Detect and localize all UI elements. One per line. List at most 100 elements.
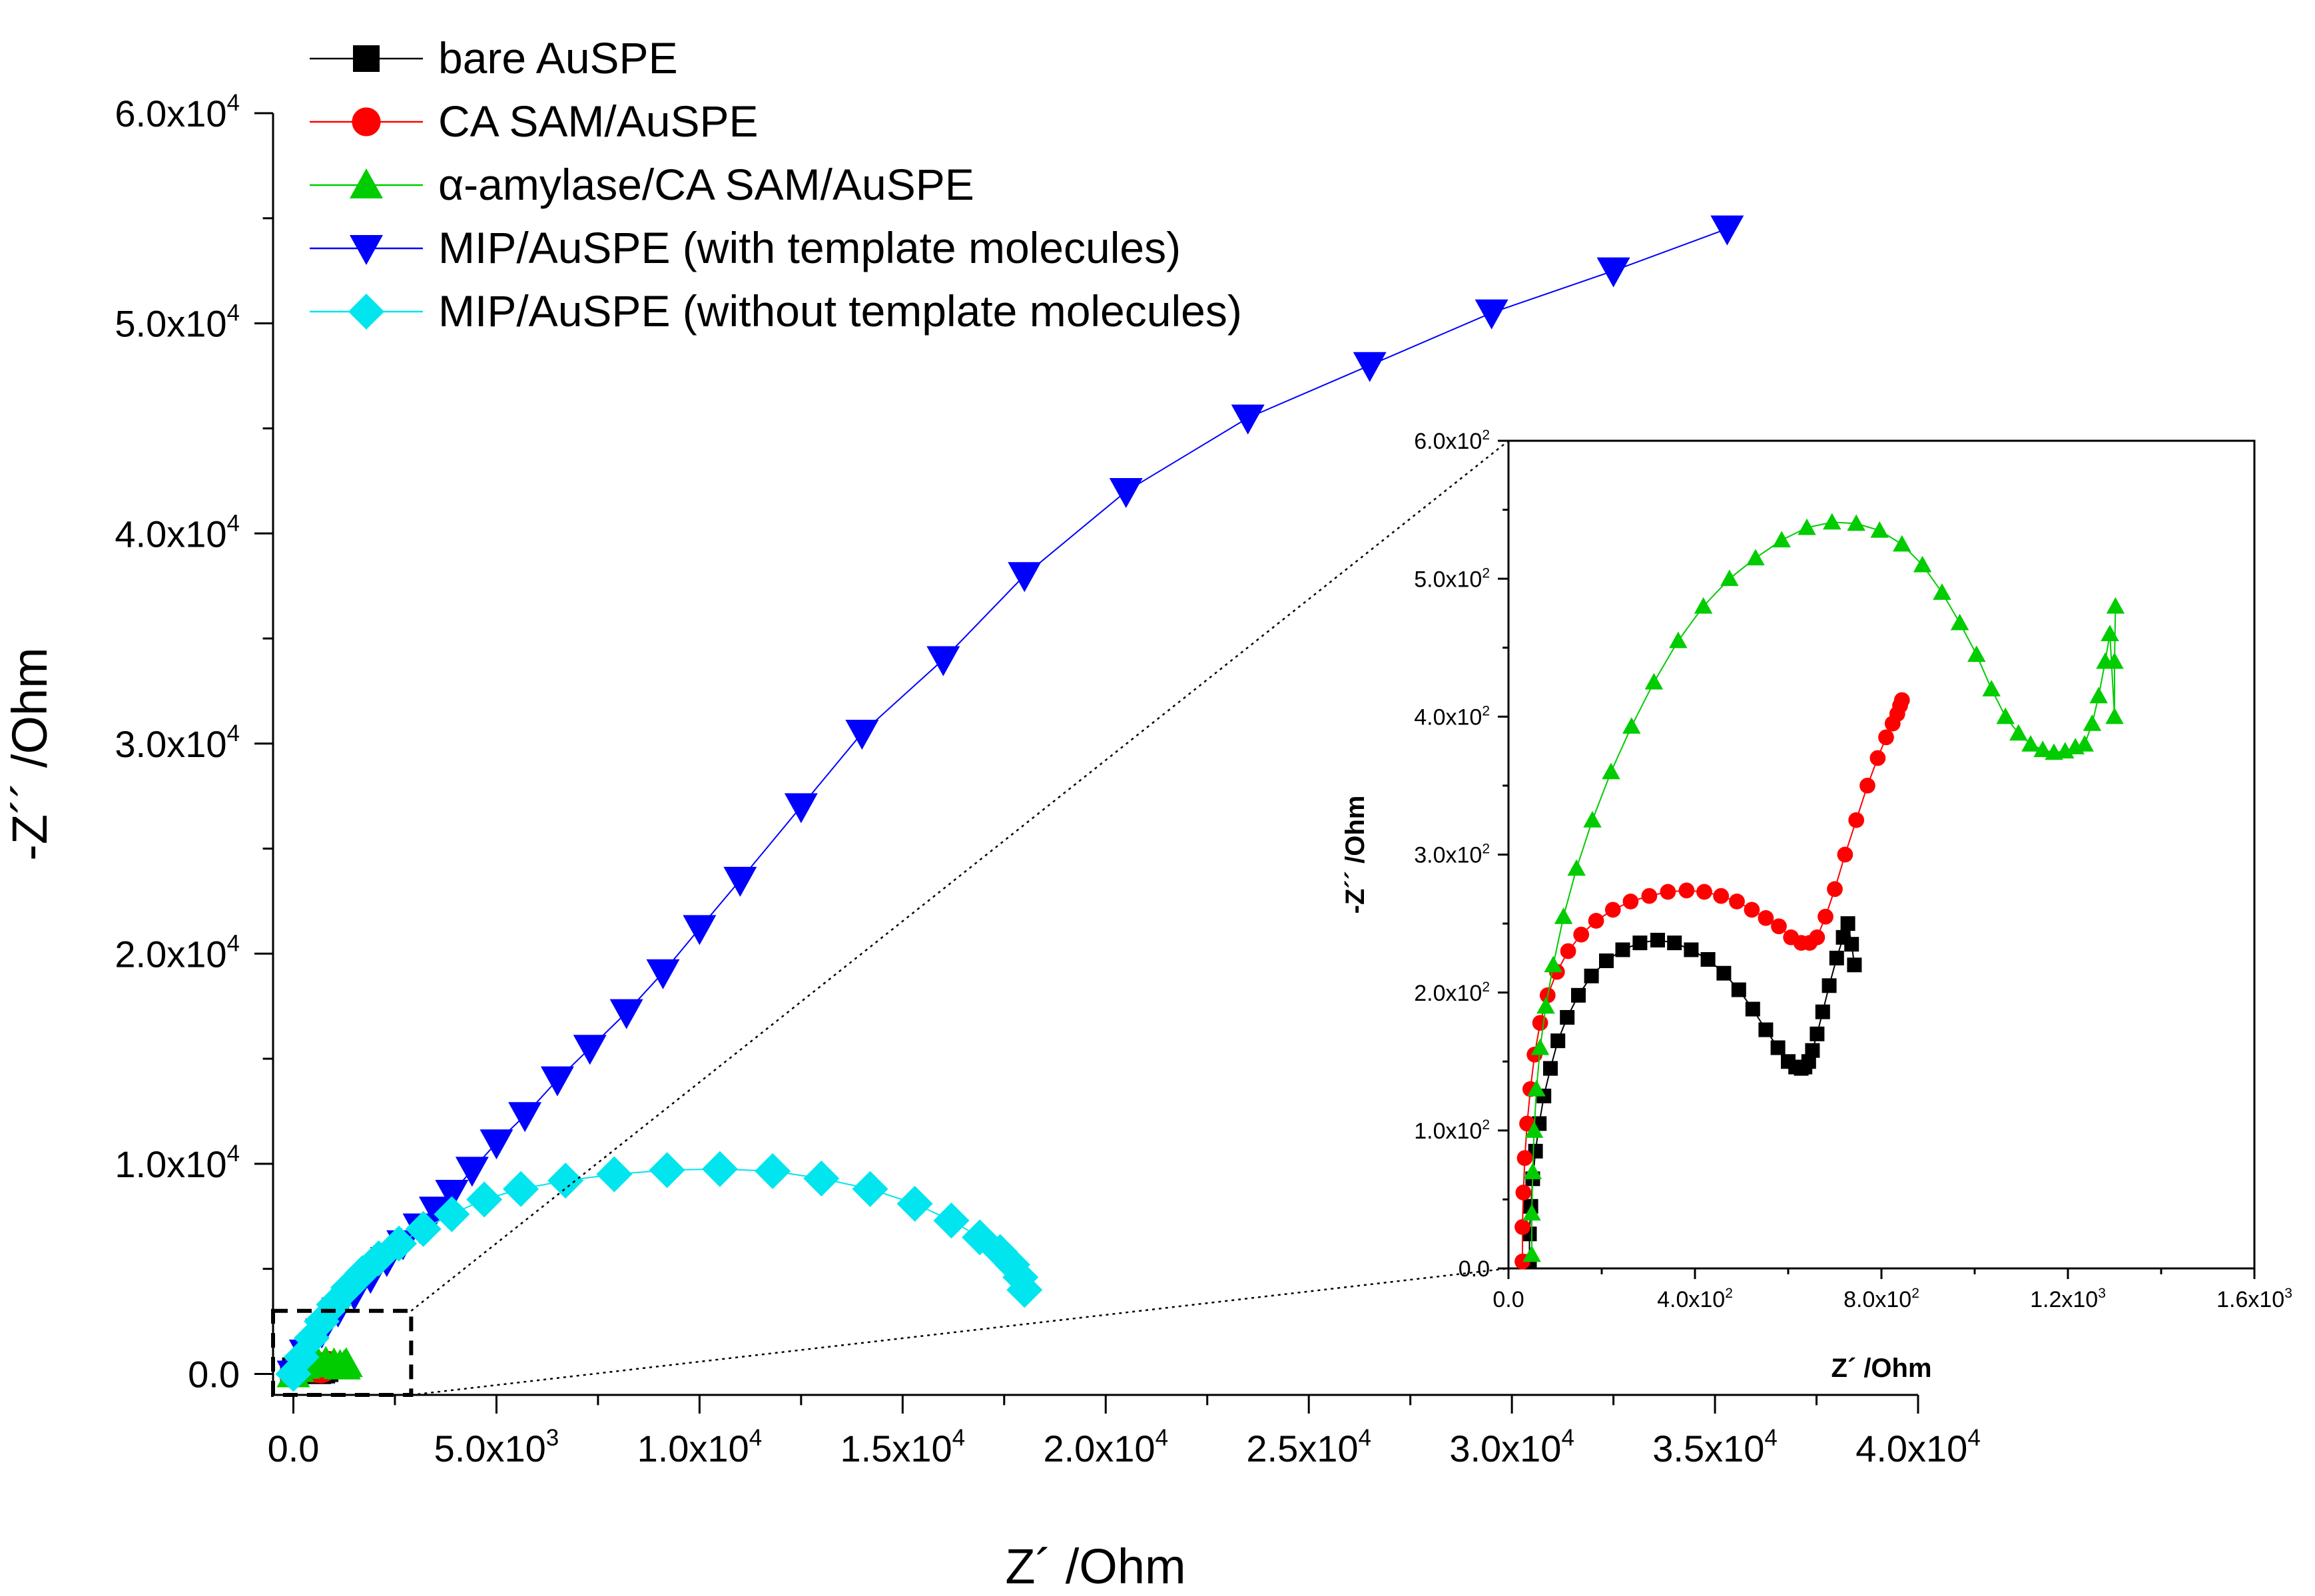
- data-point: [508, 1102, 542, 1133]
- data-point: [503, 1171, 539, 1207]
- legend-item-mip-auspe-without-template-molecules: MIP/AuSPE (without template molecules): [310, 286, 1242, 336]
- data-point: [316, 1286, 352, 1323]
- data-point: [1847, 957, 1862, 973]
- data-point: [1933, 583, 1951, 600]
- data-point: [896, 1185, 933, 1222]
- data-point: [926, 646, 960, 676]
- data-point: [1810, 1026, 1825, 1041]
- data-point: [2009, 724, 2028, 741]
- data-point: [1731, 982, 1746, 997]
- data-point: [1829, 950, 1844, 965]
- data-point: [1660, 884, 1676, 900]
- data-point: [1818, 908, 1833, 925]
- data-point: [1602, 762, 1620, 780]
- x-tick-label: 2.0x104: [1043, 1425, 1168, 1469]
- data-point: [1996, 707, 2015, 724]
- data-point: [540, 1066, 574, 1097]
- data-point: [1588, 913, 1604, 929]
- legend-item-mip-auspe-with-template-molecules: MIP/AuSPE (with template molecules): [310, 223, 1181, 272]
- data-point: [784, 793, 818, 824]
- data-point: [1583, 810, 1602, 828]
- x-tick-label: 3.0x104: [1449, 1425, 1574, 1469]
- data-point: [2106, 597, 2125, 614]
- data-point: [1744, 902, 1760, 918]
- data-point: [1770, 1040, 1786, 1055]
- x-tick-label: 3.5x104: [1652, 1425, 1778, 1469]
- data-point: [1554, 907, 1573, 924]
- data-point: [2083, 714, 2102, 731]
- series-amylase-ca-sam-auspe: [1522, 513, 2125, 1262]
- main-chart: 0.0 5.0x103 1.0x104 1.5x104 2.0x104 2.5x104 3.…: [2, 90, 1981, 1594]
- data-point: [1632, 935, 1648, 951]
- y-tick-label: 6.0x104: [115, 90, 240, 134]
- y-axis-title: -Z´´ /Ohm: [2, 647, 57, 861]
- data-point: [1571, 987, 1586, 1003]
- legend-item-bare-auspe: bare AuSPE: [310, 33, 678, 83]
- data-point: [755, 1153, 791, 1189]
- data-point: [1669, 631, 1688, 649]
- data-point: [381, 1225, 418, 1262]
- data-point: [1560, 943, 1576, 959]
- data-point: [1710, 215, 1744, 246]
- data-point: [1641, 888, 1658, 904]
- data-point: [1678, 882, 1695, 899]
- legend-label: α-amylase/CA SAM/AuSPE: [438, 160, 974, 209]
- data-point: [723, 866, 757, 897]
- data-point: [2033, 740, 2052, 758]
- data-point: [1827, 881, 1843, 898]
- y-tick-label: 4.0x104: [115, 510, 240, 555]
- data-point: [1821, 978, 1837, 993]
- data-point: [1859, 778, 1875, 794]
- data-point: [2021, 735, 2040, 752]
- data-point: [405, 1210, 442, 1247]
- legend-label: MIP/AuSPE (with template molecules): [438, 223, 1181, 272]
- data-point: [1844, 937, 1859, 952]
- x-axis-title: Z´ /Ohm: [1005, 1539, 1185, 1594]
- data-point: [1815, 1004, 1830, 1019]
- data-point: [701, 1151, 738, 1187]
- data-point: [1599, 953, 1614, 969]
- legend-marker: [352, 107, 381, 136]
- data-point: [1560, 1009, 1575, 1025]
- y-tick-label: 3.0x104: [115, 720, 240, 765]
- data-point: [1523, 1163, 1542, 1179]
- y-tick-label: 3.0x102: [1414, 842, 1490, 868]
- data-point: [1729, 894, 1745, 910]
- legend: bare AuSPE CA SAM/AuSPE α-amylase/CA SAM/A…: [310, 33, 1242, 336]
- data-point: [1870, 521, 1889, 538]
- legend-item-ca-sam-auspe: CA SAM/AuSPE: [310, 97, 759, 146]
- data-point: [1848, 812, 1865, 828]
- x-tick-label: 4.0x104: [1855, 1425, 1981, 1469]
- legend-marker: [350, 168, 383, 198]
- x-tick-label: 1.5x104: [840, 1425, 966, 1469]
- data-point: [1913, 555, 1932, 573]
- y-axis-title: -Z´´ /Ohm: [1341, 796, 1370, 914]
- zoom-connector-upper: [410, 440, 1509, 1312]
- data-point: [1798, 518, 1816, 535]
- y-tick-label: 4.0x102: [1414, 704, 1490, 730]
- data-point: [480, 1129, 513, 1160]
- data-point: [2089, 686, 2108, 704]
- x-tick-label: 1.6x103: [2216, 1286, 2292, 1312]
- data-point: [803, 1160, 840, 1197]
- data-point: [1847, 514, 1865, 531]
- data-point: [1584, 968, 1599, 983]
- data-point: [845, 719, 879, 750]
- data-point: [1536, 997, 1555, 1014]
- x-tick-label: 0.0: [1492, 1287, 1524, 1312]
- data-point: [1771, 918, 1787, 935]
- data-point: [1527, 1079, 1546, 1097]
- data-point: [1353, 352, 1387, 382]
- inset-chart: 0.0 4.0x102 8.0x102 1.2x103 1.6x103 0.0 1.0x10…: [1341, 427, 2292, 1383]
- data-point: [1008, 562, 1042, 593]
- data-point: [646, 959, 680, 989]
- data-point: [1006, 1272, 1043, 1308]
- data-point: [1573, 926, 1590, 943]
- legend-item-amylase-ca-sam-auspe: α-amylase/CA SAM/AuSPE: [310, 160, 974, 209]
- y-tick-label: 1.0x102: [1414, 1117, 1490, 1144]
- data-point: [1622, 894, 1639, 910]
- data-point: [933, 1202, 970, 1239]
- data-point: [1982, 680, 2001, 696]
- data-point: [1596, 257, 1630, 288]
